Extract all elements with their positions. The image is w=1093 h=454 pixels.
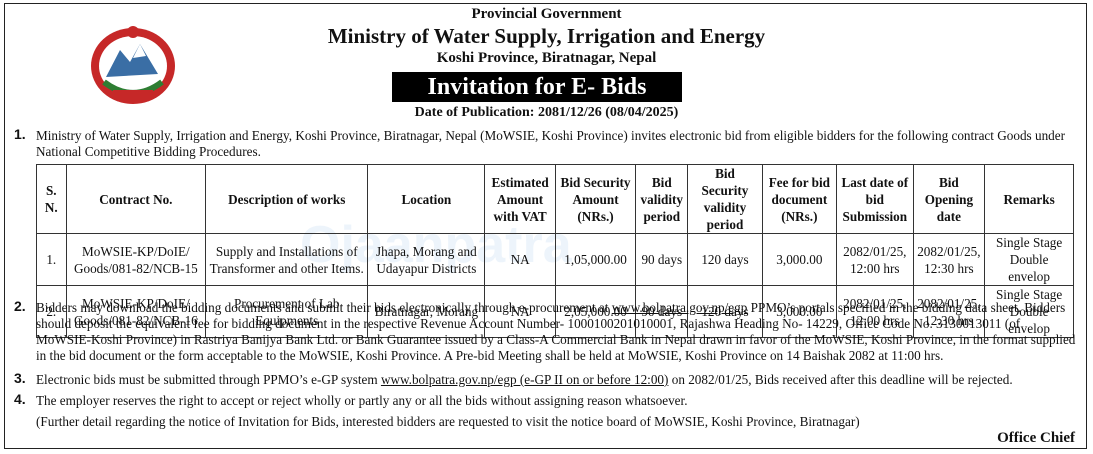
nepal-emblem-icon (91, 26, 175, 104)
col-header: Remarks (984, 164, 1074, 234)
table-cell: 3,000.00 (761, 285, 838, 338)
para-number: 2. (14, 298, 26, 314)
para-2-text: Bidders may download the bidding documen… (36, 300, 612, 315)
para-number: 3. (14, 370, 26, 386)
publication-date: Date of Publication: 2081/12/26 (08/04/2… (414, 105, 679, 120)
col-header: Contract No. (65, 164, 207, 234)
table-cell: 1,05,000.00 (554, 233, 637, 286)
table-cell: 2082/01/25, 12:00 hrs (836, 233, 914, 286)
col-header: Last date of bid Submission (836, 164, 914, 234)
table-cell: NA (484, 285, 556, 338)
para-4: The employer reserves the right to accep… (36, 393, 688, 408)
header-ministry: Ministry of Water Supply, Irrigation and… (327, 24, 766, 48)
table-cell: Single Stage Double envelop (984, 233, 1074, 286)
bolpatra-link[interactable]: www.bolpatra.gov.np/egp (611, 300, 748, 315)
table-cell: 2082/01/25, 12:30 hrs (912, 233, 986, 286)
table-cell: Single Stage Double envelop (984, 285, 1074, 338)
para-2: Bidders may download the bidding documen… (36, 300, 1078, 364)
header-address: Koshi Province, Biratnagar, Nepal (436, 50, 657, 66)
col-header: Bid validity period (635, 164, 689, 234)
table-cell: MoWSIE-KP/DoIE/ Goods/081-82/NCB-16 (65, 285, 207, 338)
table-row: 2. MoWSIE-KP/DoIE/ Goods/081-82/NCB-16 P… (36, 285, 1074, 338)
table-cell: 2082/01/25, 12:00 hrs (836, 285, 914, 338)
para-3-text: on 2082/01/25, Bids received after this … (668, 372, 1013, 387)
table-cell: Supply and Installations of Transformer … (205, 233, 369, 286)
col-header: Estimated Amount with VAT (484, 164, 556, 234)
table-cell: 2. (36, 285, 67, 338)
para-1: Ministry of Water Supply, Irrigation and… (36, 128, 1065, 159)
bid-table: S. N. Contract No. Description of works … (36, 164, 1074, 338)
para-number: 1. (14, 126, 26, 142)
col-header: Location (367, 164, 486, 234)
table-cell: MoWSIE-KP/DoIE/ Goods/081-82/NCB-15 (65, 233, 207, 286)
further-detail-note: (Further detail regarding the notice of … (36, 414, 860, 429)
title-banner: Invitation for E- Bids (392, 72, 682, 102)
table-cell: 2082/01/25, 12:30 hrs (912, 285, 986, 338)
signature: Office Chief (997, 430, 1075, 446)
para-2-text: PPMO’s portals specified in the bidding … (36, 300, 1076, 363)
col-header: Description of works (205, 164, 369, 234)
table-cell: Procurement of Lab Equipments (205, 285, 369, 338)
col-header: Fee for bid document (NRs.) (761, 164, 838, 234)
col-header: Bid Security validity period (687, 164, 763, 234)
table-cell: 2,05,000.00 (554, 285, 637, 338)
table-cell: 120 days (687, 233, 763, 286)
table-cell: NA (484, 233, 556, 286)
table-cell: 90 days (635, 233, 689, 286)
para-3-text: Electronic bids must be submitted throug… (36, 372, 381, 387)
table-cell: 1. (36, 233, 67, 286)
table-cell: 3,000.00 (761, 233, 838, 286)
table-cell: Jhapa, Morang and Udayapur Districts (367, 233, 486, 286)
table-cell: 90 days (635, 285, 689, 338)
col-header: Bid Security Amount (NRs.) (554, 164, 637, 234)
col-header: S. N. (36, 164, 67, 234)
para-3: Electronic bids must be submitted throug… (36, 372, 1078, 388)
table-cell: 120 days (687, 285, 763, 338)
col-header: Bid Opening date (912, 164, 986, 234)
table-row: 1. MoWSIE-KP/DoIE/ Goods/081-82/NCB-15 S… (36, 233, 1074, 286)
table-header-row: S. N. Contract No. Description of works … (36, 164, 1074, 234)
header-provincial: Provincial Government (471, 6, 622, 22)
egp-link[interactable]: www.bolpatra.gov.np/egp (e-GP II on or b… (380, 372, 669, 387)
para-number: 4. (14, 391, 26, 407)
notice-frame (4, 3, 1087, 449)
